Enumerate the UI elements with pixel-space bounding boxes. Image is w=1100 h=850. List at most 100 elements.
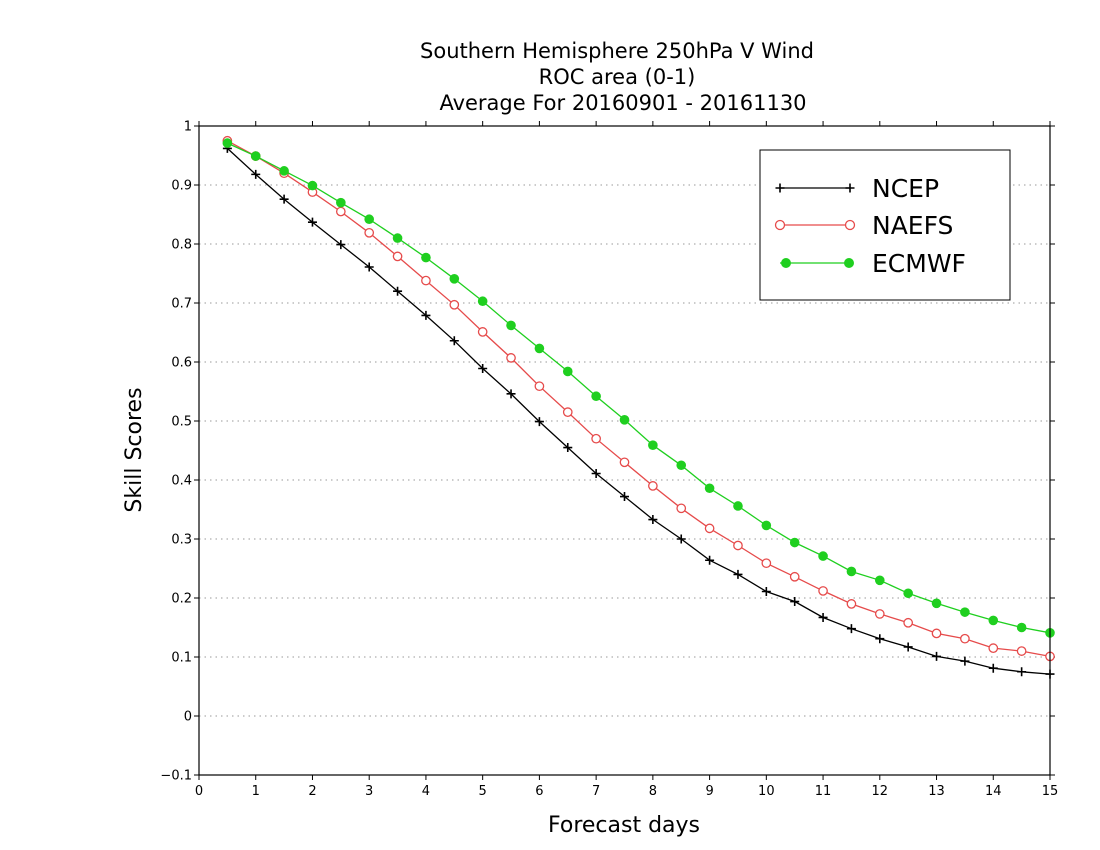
y-tick-label: 0 xyxy=(184,710,192,725)
data-point-ncep xyxy=(903,642,913,652)
data-point-ecmwf xyxy=(336,197,346,208)
series-line-ecmwf xyxy=(227,142,1051,634)
data-point-ecmwf xyxy=(364,214,375,225)
data-point-naefs xyxy=(988,643,999,654)
data-point-ecmwf xyxy=(875,575,885,586)
data-point-naefs xyxy=(392,251,403,262)
legend-label-naefs: NAEFS xyxy=(872,211,953,240)
data-point-naefs xyxy=(874,609,885,619)
data-point-ecmwf xyxy=(931,598,942,609)
data-point-naefs xyxy=(619,457,630,468)
data-point-ncep xyxy=(251,169,261,179)
legend-marker-naefs-end xyxy=(844,219,856,231)
data-point-ecmwf xyxy=(449,274,460,284)
legend-item-ncep: NCEP xyxy=(775,174,939,203)
y-tick-label: 1 xyxy=(184,120,192,135)
data-point-naefs xyxy=(534,381,545,392)
plot-frame xyxy=(198,125,1051,776)
y-tick-label: 0.7 xyxy=(171,297,192,312)
data-point-ncep xyxy=(279,194,289,204)
x-tick-label: 11 xyxy=(815,784,832,799)
data-point-ecmwf xyxy=(988,615,999,626)
legend-marker-ncep xyxy=(775,183,855,193)
data-point-ncep xyxy=(988,663,998,673)
data-point-ecmwf xyxy=(789,537,800,548)
data-point-ecmwf xyxy=(477,296,488,307)
data-point-ecmwf xyxy=(960,607,970,617)
data-point-ncep xyxy=(449,336,459,346)
data-point-ecmwf xyxy=(733,501,743,511)
data-point-ncep xyxy=(506,389,516,399)
data-point-ncep xyxy=(478,363,488,373)
data-point-naefs xyxy=(733,540,743,551)
tick-layer: −0.100.10.20.30.40.50.60.70.80.910 1 2 3 4 5 6… xyxy=(160,120,1058,800)
data-point-ncep xyxy=(761,587,771,597)
y-tick-label: 0.5 xyxy=(171,415,192,430)
series-line-ncep xyxy=(226,147,1051,675)
y-tick-label: 0.9 xyxy=(171,179,192,194)
y-axis-label: Skill Scores xyxy=(122,387,147,512)
data-point-naefs xyxy=(364,227,375,238)
x-tick-label: 0 xyxy=(195,784,203,799)
data-point-ecmwf xyxy=(903,588,913,599)
data-point-naefs xyxy=(648,481,658,491)
x-tick-label: 5 xyxy=(479,784,487,799)
data-point-ecmwf xyxy=(421,252,431,263)
y-tick-label: −0.1 xyxy=(160,769,192,784)
chart-title-line-3: Average For 20160901 - 20161130 xyxy=(439,91,806,115)
y-tick-label: 0.6 xyxy=(171,356,192,371)
data-point-ecmwf xyxy=(846,566,857,577)
data-point-ncep xyxy=(336,240,346,250)
data-point-ecmwf xyxy=(619,415,630,425)
x-tick-label: 3 xyxy=(365,784,373,799)
legend-marker-naefs xyxy=(774,219,786,231)
data-point-naefs xyxy=(960,633,970,644)
data-point-naefs xyxy=(421,275,431,286)
y-tick-label: 0.4 xyxy=(171,474,192,489)
x-tick-label: 15 xyxy=(1042,784,1059,799)
data-point-naefs xyxy=(506,353,516,363)
data-point-ecmwf xyxy=(307,180,318,191)
data-point-ncep xyxy=(307,217,317,227)
data-point-ecmwf xyxy=(1016,622,1027,633)
data-point-ncep xyxy=(648,515,658,525)
legend-label-ecmwf: ECMWF xyxy=(872,249,966,278)
data-point-ncep xyxy=(620,492,629,502)
series-line-naefs xyxy=(227,140,1051,658)
data-point-ncep xyxy=(960,656,970,666)
x-tick-label: 8 xyxy=(649,784,657,799)
y-tick-label: 0.8 xyxy=(171,238,192,253)
chart-title-line-2: ROC area (0-1) xyxy=(539,65,696,89)
data-point-ncep xyxy=(932,651,942,661)
data-point-ecmwf xyxy=(250,151,261,161)
data-point-ecmwf xyxy=(761,520,772,531)
x-tick-label: 14 xyxy=(985,784,1002,799)
data-point-ncep xyxy=(705,555,715,565)
data-point-ncep xyxy=(591,469,601,479)
data-point-naefs xyxy=(789,571,800,582)
data-point-ncep xyxy=(676,534,686,544)
data-point-ncep xyxy=(733,569,743,579)
x-tick-label: 4 xyxy=(422,784,430,799)
data-point-naefs xyxy=(761,558,772,569)
data-point-ecmwf xyxy=(704,483,715,494)
data-point-ncep xyxy=(563,443,573,453)
x-axis-label: Forecast days xyxy=(548,813,700,838)
data-point-naefs xyxy=(335,206,346,217)
data-point-ncep xyxy=(875,634,885,644)
legend-label-ncep: NCEP xyxy=(872,174,939,203)
x-tick-label: 10 xyxy=(758,784,775,799)
data-point-naefs xyxy=(562,407,573,417)
data-point-ncep xyxy=(534,417,544,427)
y-tick-label: 0.2 xyxy=(171,592,192,607)
data-point-naefs xyxy=(676,503,687,514)
y-tick-label: 0.1 xyxy=(171,651,192,666)
data-point-ecmwf xyxy=(279,166,289,176)
data-point-ecmwf xyxy=(648,440,658,450)
data-point-ncep xyxy=(818,612,828,622)
data-point-naefs xyxy=(477,327,488,337)
legend-marker-ecmwf-end xyxy=(844,258,854,268)
data-point-naefs xyxy=(931,628,942,639)
legend-item-ecmwf: ECMWF xyxy=(780,249,966,278)
